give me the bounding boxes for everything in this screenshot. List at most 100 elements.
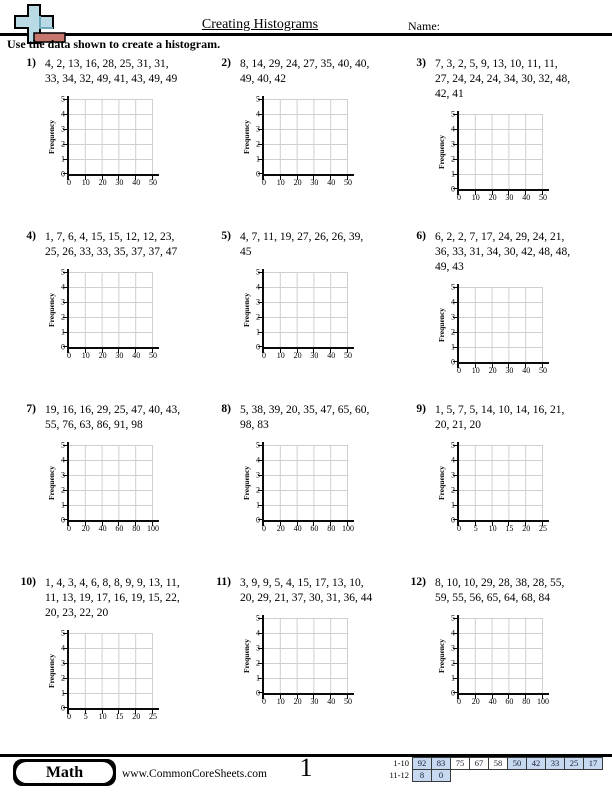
x-axis-line (457, 189, 549, 191)
name-input-area[interactable] (445, 19, 605, 33)
y-tick-mark (453, 317, 457, 318)
histogram-plot-area[interactable] (453, 111, 549, 195)
problem-data-list: 8, 10, 10, 29, 28, 38, 28, 55, 59, 55, 5… (435, 577, 565, 604)
x-tick-mark (508, 522, 510, 526)
y-tick-mark (63, 490, 67, 491)
y-tick-mark (258, 490, 262, 491)
histogram-plot-area[interactable] (63, 96, 159, 180)
x-tick-label: 5 (473, 524, 478, 533)
score-cell: 58 (488, 757, 508, 770)
x-tick-label: 10 (471, 193, 480, 202)
y-tick-mark (258, 678, 262, 679)
x-tick-label: 20 (488, 193, 497, 202)
x-axis-tick-labels: 0 5 10 15 20 25 (67, 708, 161, 722)
problem-number: 1) (26, 57, 36, 69)
x-axis-tick-labels: 0 10 20 30 40 50 (262, 347, 356, 361)
y-tick-mark (453, 114, 457, 115)
problem: 10) 1, 4, 3, 4, 6, 8, 8, 9, 9, 13, 11, 1… (14, 576, 209, 749)
x-tick-mark (525, 695, 527, 699)
x-tick-mark (101, 349, 103, 353)
x-tick-label: 10 (98, 712, 107, 721)
histogram-plot-area[interactable] (63, 269, 159, 353)
y-axis-label: Frequency (47, 119, 56, 154)
x-axis-line (457, 693, 549, 695)
problem-number: 9) (416, 403, 426, 415)
problem-number: 11) (216, 576, 231, 588)
y-tick-mark (453, 287, 457, 288)
x-tick-mark (135, 349, 137, 353)
x-tick-mark (101, 522, 103, 526)
y-tick-mark (63, 505, 67, 506)
x-axis-tick-labels: 0 20 40 60 80 100 (262, 520, 356, 534)
name-label: Name: (408, 19, 440, 33)
histogram-plot-area[interactable] (453, 442, 549, 526)
histogram-plot-area[interactable] (63, 442, 159, 526)
problem: 5) 4, 7, 11, 19, 27, 26, 26, 39, 45 Freq… (209, 230, 404, 403)
x-tick-mark (330, 522, 332, 526)
brand-label: Math (16, 762, 113, 783)
x-tick-mark (542, 695, 543, 699)
histogram-plot-area[interactable] (453, 615, 549, 699)
problem-number: 4) (26, 230, 36, 242)
score-cell: 67 (469, 757, 489, 770)
histogram-plot-area[interactable] (258, 615, 354, 699)
y-tick-mark (63, 99, 67, 100)
x-tick-mark (135, 522, 137, 526)
x-tick-mark (279, 176, 281, 180)
score-range-label: 1-10 (393, 758, 409, 768)
y-tick-mark (63, 445, 67, 446)
x-tick-mark (491, 695, 493, 699)
problem: 2) 8, 14, 29, 24, 27, 35, 40, 40, 49, 40… (209, 57, 404, 230)
x-tick-mark (474, 522, 476, 526)
x-tick-label: 60 (505, 697, 514, 706)
y-tick-label: 0 (451, 184, 455, 194)
problem: 6) 6, 2, 2, 7, 17, 24, 29, 24, 21, 36, 3… (404, 230, 594, 403)
score-cell: 8 (412, 769, 432, 782)
x-axis-line (67, 708, 159, 710)
x-tick-label: 0 (262, 351, 266, 360)
y-tick-mark (453, 519, 457, 520)
score-cell: 42 (526, 757, 546, 770)
y-tick-mark (258, 114, 262, 115)
problem-data-list: 1, 5, 7, 5, 14, 10, 14, 16, 21, 20, 21, … (435, 404, 565, 431)
y-tick-mark (63, 663, 67, 664)
score-cell: 75 (450, 757, 470, 770)
y-tick-mark (63, 159, 67, 160)
x-tick-mark (542, 522, 543, 526)
histogram-plot-area[interactable] (63, 630, 159, 714)
histogram-plot-area[interactable] (453, 284, 549, 368)
x-axis-line (457, 362, 549, 364)
problem-number: 3) (416, 57, 426, 69)
x-axis-tick-labels: 0 10 20 30 40 50 (262, 174, 356, 188)
problem: 4) 1, 7, 6, 4, 15, 15, 12, 12, 23, 25, 2… (14, 230, 209, 403)
y-tick-mark (258, 618, 262, 619)
y-axis-label: Frequency (47, 653, 56, 688)
y-tick-mark (453, 332, 457, 333)
problems-grid: 1) 4, 2, 13, 16, 28, 25, 31, 31, 33, 34,… (14, 57, 594, 749)
histogram-plot-area[interactable] (258, 96, 354, 180)
y-axis-line (262, 442, 264, 526)
y-tick-mark (453, 144, 457, 145)
y-tick-label: 0 (451, 515, 455, 525)
y-axis-line (457, 615, 459, 699)
y-axis-label: Frequency (437, 134, 446, 169)
x-tick-label: 0 (457, 524, 461, 533)
x-tick-label: 40 (327, 178, 336, 187)
x-tick-label: 10 (276, 697, 285, 706)
y-tick-mark (453, 663, 457, 664)
x-axis-line (457, 520, 549, 522)
x-tick-label: 0 (457, 697, 461, 706)
y-tick-mark (453, 692, 457, 693)
problem: 9) 1, 5, 7, 5, 14, 10, 14, 16, 21, 20, 2… (404, 403, 594, 576)
x-axis-tick-labels: 0 10 20 30 40 50 (67, 174, 161, 188)
histogram-plot-area[interactable] (258, 442, 354, 526)
y-tick-mark (258, 346, 262, 347)
x-tick-label: 40 (488, 697, 497, 706)
x-tick-mark (347, 522, 348, 526)
problem-data-list: 6, 2, 2, 7, 17, 24, 29, 24, 21, 36, 33, … (435, 231, 571, 273)
y-tick-mark (63, 346, 67, 347)
histogram-plot-area[interactable] (258, 269, 354, 353)
